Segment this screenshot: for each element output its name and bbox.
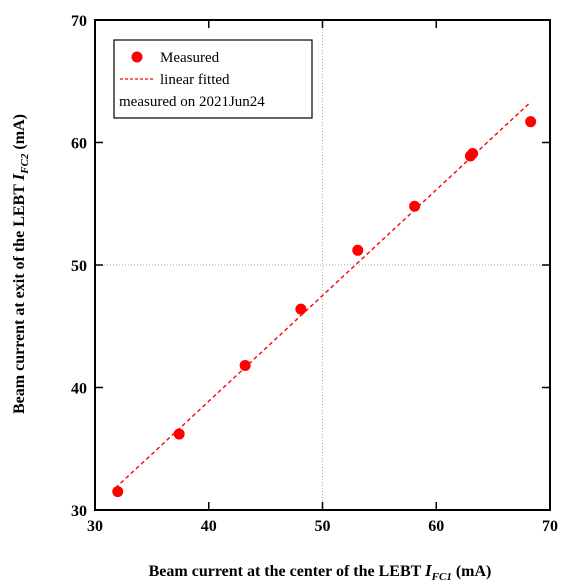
y-tick-label: 50 [71, 258, 87, 275]
y-axis-title-variable: I [9, 172, 28, 181]
data-point [409, 200, 421, 212]
y-axis-title-subscript: FC2 [19, 153, 31, 175]
legend-label-fit: linear fitted [160, 72, 230, 88]
y-tick-label: 30 [71, 503, 87, 520]
legend-marker-measured [131, 51, 143, 63]
legend-label-measured: Measured [160, 50, 220, 66]
data-point [467, 148, 479, 160]
legend-note-date: measured on 2021Jun24 [119, 94, 265, 110]
y-tick-label: 70 [71, 13, 87, 30]
fit-line-layer [114, 101, 532, 489]
x-tick-label: 70 [542, 518, 558, 535]
x-tick-label: 50 [315, 518, 331, 535]
x-axis-title-subscript: FC1 [431, 571, 452, 582]
data-point [173, 428, 185, 440]
x-tick-label: 40 [201, 518, 217, 535]
data-point [239, 359, 251, 371]
y-axis-title: Beam current at exit of the LEBT IFC2 (m… [9, 114, 31, 414]
data-points [112, 116, 537, 498]
data-point [295, 303, 307, 315]
x-axis-title-variable: I [424, 561, 433, 580]
fit-line [114, 101, 532, 489]
y-axis-title-unit: (mA) [11, 114, 28, 154]
x-axis-title-main: Beam current at the center of the LEBT [149, 563, 425, 580]
grid-lines [95, 20, 550, 510]
x-axis-title: Beam current at the center of the LEBT I… [149, 561, 492, 582]
y-tick-label: 60 [71, 136, 87, 153]
data-point [352, 244, 364, 256]
x-tick-label: 30 [87, 518, 103, 535]
y-axis-title-main: Beam current at exit of the LEBT [11, 180, 28, 414]
y-tick-label: 40 [71, 381, 87, 398]
x-tick-label: 60 [428, 518, 444, 535]
data-point [112, 486, 124, 498]
x-axis-title-unit: (mA) [452, 563, 492, 580]
data-point [525, 116, 537, 128]
legend: Measured linear fitted measured on 2021J… [113, 39, 313, 119]
axis-ticks: 30 40 50 60 70 30 40 50 60 70 [71, 13, 558, 535]
